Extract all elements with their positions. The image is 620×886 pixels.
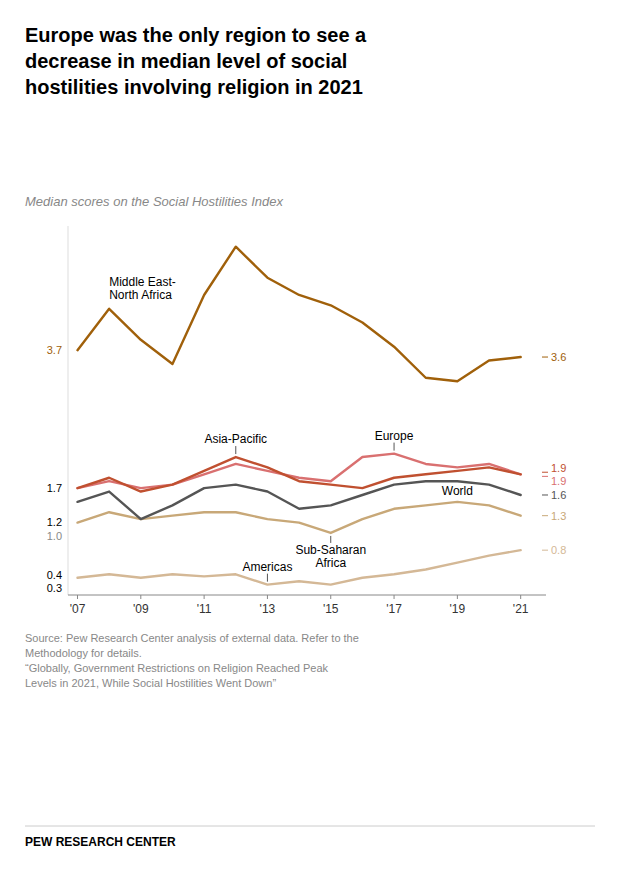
text-line: Asia-Pacific bbox=[204, 432, 267, 446]
end-label: 0.8 bbox=[551, 544, 566, 556]
text-line: Africa bbox=[315, 556, 346, 570]
series-labels: AmericasSub-SaharanAfrica World Europe Asia… bbox=[109, 275, 473, 582]
start-label: 3.7 bbox=[47, 344, 62, 356]
x-tick bbox=[394, 595, 395, 599]
plot-area bbox=[78, 247, 521, 585]
text-line: Europe was the only region to see a bbox=[25, 24, 367, 46]
end-label: 1.3 bbox=[551, 510, 566, 522]
end-label-tick bbox=[542, 550, 548, 551]
series-label: World bbox=[442, 484, 473, 498]
start-label: 1.2 bbox=[47, 516, 62, 528]
x-tick bbox=[330, 595, 331, 599]
text-line: Middle East- bbox=[109, 275, 176, 289]
text-line: “Globally, Government Restrictions on Re… bbox=[25, 662, 329, 674]
text-line: Levels in 2021, While Social Hostilities… bbox=[25, 677, 276, 689]
text-line: North Africa bbox=[109, 288, 172, 302]
text-line: Sub-Saharan bbox=[295, 543, 366, 557]
text-line: hostilities involving religion in 2021 bbox=[25, 76, 363, 98]
footer: PEW RESEARCH CENTER bbox=[25, 835, 176, 849]
x-tick-label: '11 bbox=[197, 602, 212, 616]
source-note: Source: Pew Research Center analysis of … bbox=[25, 632, 359, 689]
end-label: 3.6 bbox=[551, 351, 566, 363]
start-label: 1.0 bbox=[47, 530, 62, 542]
text-line: decrease in median level of social bbox=[25, 50, 347, 72]
series-label: Americas bbox=[242, 560, 292, 574]
end-label: 1.6 bbox=[551, 489, 566, 501]
chart: Europe was the only region to see a decre… bbox=[0, 0, 620, 886]
x-tick bbox=[457, 595, 458, 599]
text-line: Source: Pew Research Center analysis of … bbox=[25, 632, 359, 644]
label-pointer bbox=[235, 446, 236, 454]
series-line bbox=[78, 247, 521, 382]
series-label: Europe bbox=[375, 429, 414, 443]
separator bbox=[25, 826, 595, 827]
x-tick-label: '13 bbox=[260, 602, 276, 616]
end-label: 1.9 bbox=[551, 462, 566, 474]
x-tick bbox=[204, 595, 205, 599]
label-pointer bbox=[267, 574, 268, 582]
text-line: World bbox=[442, 484, 473, 498]
subtitle: Median scores on the Social Hostilities … bbox=[25, 194, 283, 209]
background bbox=[0, 0, 620, 886]
x-tick bbox=[77, 595, 78, 599]
x-tick bbox=[140, 595, 141, 599]
x-tick-label: '15 bbox=[323, 602, 339, 616]
start-label: 0.4 bbox=[47, 569, 62, 581]
end-label: 1.9 bbox=[551, 475, 566, 487]
x-tick-label: '19 bbox=[450, 602, 466, 616]
series-label: Asia-Pacific bbox=[204, 432, 267, 446]
label-pointer bbox=[394, 443, 395, 451]
start-label: 0.3 bbox=[47, 582, 62, 594]
x-tick-label: '09 bbox=[133, 602, 149, 616]
x-tick bbox=[520, 595, 521, 599]
x-tick-label: '07 bbox=[70, 602, 86, 616]
x-tick bbox=[267, 595, 268, 599]
series-label: Middle East-North Africa bbox=[109, 275, 176, 302]
label-pointer bbox=[330, 536, 331, 543]
y-axis-line bbox=[68, 226, 69, 595]
x-tick-label: '17 bbox=[386, 602, 402, 616]
title: Europe was the only region to see a decre… bbox=[25, 24, 367, 98]
text-line: Americas bbox=[242, 560, 292, 574]
end-label-tick bbox=[542, 515, 548, 516]
text-line: Methodology for details. bbox=[25, 647, 142, 659]
end-label-tick bbox=[542, 472, 548, 473]
x-axis-line bbox=[68, 595, 546, 596]
end-label-tick bbox=[542, 476, 548, 477]
text-line: Europe bbox=[375, 429, 414, 443]
end-label-tick bbox=[542, 357, 548, 358]
start-label: 1.7 bbox=[47, 482, 62, 494]
end-label-tick bbox=[542, 494, 548, 495]
x-tick-label: '21 bbox=[513, 602, 529, 616]
series-label: Sub-SaharanAfrica bbox=[295, 543, 366, 570]
